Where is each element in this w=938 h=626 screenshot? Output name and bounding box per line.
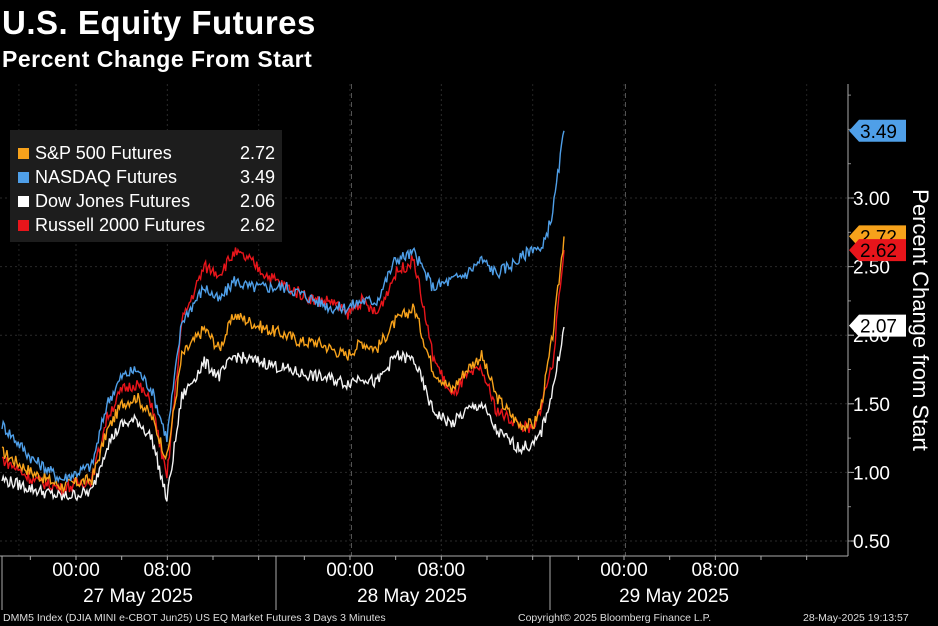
last-value-tag-bg [849,239,906,262]
last-value-tag-bg [849,314,906,337]
y-tick-label: 1.00 [853,463,890,484]
last-value-tag-text: 2.62 [860,241,897,262]
x-tick-label: 00:00 [326,560,374,581]
chart-grid [0,84,848,556]
x-day-label: 29 May 2025 [619,586,729,607]
series-line-nasdaq-futures [1,130,565,484]
x-day-label: 28 May 2025 [357,586,467,607]
legend-value: 3.49 [240,167,276,187]
page-subtitle: Percent Change From Start [2,46,313,72]
legend-label: S&P 500 Futures [35,143,172,163]
last-value-tag-text: 2.07 [860,317,897,338]
x-tick-label: 08:00 [144,560,192,581]
y-axis-label: Percent Change from Start [908,189,933,451]
footer-copyright: Copyright© 2025 Bloomberg Finance L.P. [518,612,712,624]
last-value-tag: 3.49 [849,119,906,143]
legend-swatch [18,220,29,231]
last-value-tag: 2.62 [849,239,906,262]
x-tick-label: 08:00 [692,560,740,581]
x-day-label: 27 May 2025 [83,586,193,607]
last-value-tag-bg [849,119,906,142]
y-tick-label: 0.50 [853,532,890,553]
page-title: U.S. Equity Futures [2,4,316,41]
footer-timestamp: 28-May-2025 19:13:57 [803,612,909,624]
legend-value: 2.62 [240,215,276,235]
last-value-labels: 3.492.722.622.07 [849,119,906,338]
x-tick-label: 00:00 [52,560,100,581]
series-line-dow-jones-futures [1,326,565,502]
legend-value: 2.72 [240,143,276,163]
last-value-tag: 2.07 [849,314,906,338]
y-tick-label: 3.00 [853,189,890,210]
legend-label: NASDAQ Futures [35,167,178,187]
legend-swatch [18,172,29,183]
y-tick-label: 2.50 [853,258,890,279]
chart-series-lines [1,130,565,502]
y-tick-label: 1.50 [853,395,890,416]
last-value-tag-text: 3.49 [860,122,897,143]
legend-swatch [18,148,29,159]
footer-source: DMM5 Index (DJIA MINI e-CBOT Jun25) US E… [3,612,386,624]
chart-legend: S&P 500 Futures 2.72 NASDAQ Futures 3.49… [10,130,282,242]
legend-swatch [18,196,29,207]
legend-label: Dow Jones Futures [35,191,191,211]
x-tick-label: 00:00 [600,560,648,581]
legend-label: Russell 2000 Futures [35,215,206,235]
series-line-s-p-500-futures [1,236,565,493]
legend-value: 2.06 [240,191,276,211]
x-tick-label: 08:00 [418,560,466,581]
